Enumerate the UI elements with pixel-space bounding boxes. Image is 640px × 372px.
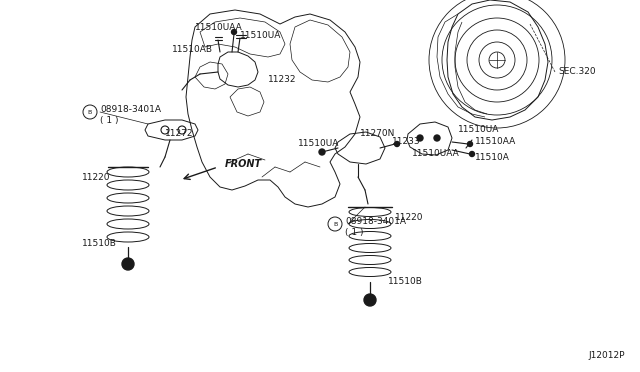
Text: SEC.320: SEC.320: [558, 67, 596, 77]
Circle shape: [467, 141, 472, 147]
Text: 11510UA: 11510UA: [298, 140, 339, 148]
Text: 11510AA: 11510AA: [475, 138, 516, 147]
Circle shape: [319, 149, 325, 155]
Text: ( 1 ): ( 1 ): [345, 228, 364, 237]
Text: 11510B: 11510B: [82, 240, 117, 248]
Circle shape: [470, 151, 474, 157]
Text: ( 1 ): ( 1 ): [100, 115, 118, 125]
Text: 11510UAA: 11510UAA: [195, 22, 243, 32]
Circle shape: [364, 294, 376, 306]
Text: FRONT: FRONT: [225, 159, 262, 169]
Text: 11233: 11233: [392, 138, 420, 147]
Text: 11220: 11220: [395, 212, 424, 221]
Text: 08918-3401A: 08918-3401A: [100, 106, 161, 115]
Text: J12012P: J12012P: [589, 351, 625, 360]
Text: 11220: 11220: [82, 173, 111, 182]
Circle shape: [232, 29, 237, 35]
Text: 11510AB: 11510AB: [172, 45, 213, 55]
Text: B: B: [333, 221, 337, 227]
Text: 11510B: 11510B: [388, 278, 423, 286]
Text: 11270N: 11270N: [360, 129, 396, 138]
Text: 11272: 11272: [165, 129, 193, 138]
Circle shape: [417, 135, 423, 141]
Circle shape: [434, 135, 440, 141]
Circle shape: [122, 258, 134, 270]
Text: 11510A: 11510A: [475, 153, 510, 161]
Text: 11232: 11232: [268, 76, 296, 84]
Circle shape: [394, 141, 399, 147]
Text: 11510UA: 11510UA: [240, 32, 282, 41]
Text: B: B: [88, 109, 92, 115]
Text: 11510UAA: 11510UAA: [412, 150, 460, 158]
Text: 11510UA: 11510UA: [458, 125, 499, 135]
Text: 08918-3401A: 08918-3401A: [345, 218, 406, 227]
